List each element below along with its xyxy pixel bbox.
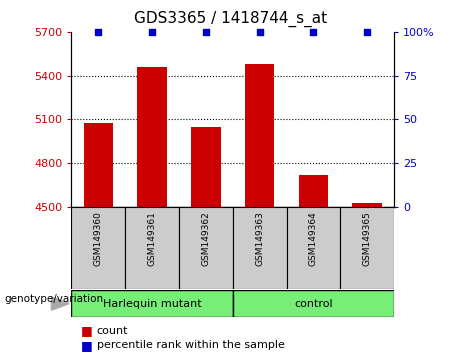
Bar [233, 207, 287, 289]
Text: ■: ■ [81, 339, 92, 352]
Bar [340, 207, 394, 289]
Bar [179, 207, 233, 289]
Text: percentile rank within the sample: percentile rank within the sample [97, 340, 285, 350]
Bar [83, 123, 113, 207]
Point [364, 29, 371, 35]
Text: genotype/variation: genotype/variation [5, 294, 104, 304]
Point [310, 29, 317, 35]
Bar [71, 290, 233, 317]
Point [95, 29, 102, 35]
Text: ■: ■ [81, 325, 92, 337]
Bar [287, 207, 340, 289]
Text: GSM149364: GSM149364 [309, 211, 318, 266]
Polygon shape [52, 297, 69, 310]
Text: GSM149363: GSM149363 [255, 211, 264, 266]
Point [202, 29, 210, 35]
Text: GDS3365 / 1418744_s_at: GDS3365 / 1418744_s_at [134, 11, 327, 27]
Text: Harlequin mutant: Harlequin mutant [103, 298, 201, 309]
Bar [137, 67, 167, 207]
Point [256, 29, 263, 35]
Bar [125, 207, 179, 289]
Bar [245, 64, 274, 207]
Bar [299, 175, 328, 207]
Text: GSM149362: GSM149362 [201, 211, 210, 266]
Text: control: control [294, 298, 333, 309]
Bar [353, 203, 382, 207]
Bar [191, 127, 221, 207]
Text: GSM149361: GSM149361 [148, 211, 157, 266]
Point [148, 29, 156, 35]
Text: GSM149360: GSM149360 [94, 211, 103, 266]
Bar [71, 207, 125, 289]
Text: count: count [97, 326, 128, 336]
Bar [233, 290, 394, 317]
Text: GSM149365: GSM149365 [363, 211, 372, 266]
